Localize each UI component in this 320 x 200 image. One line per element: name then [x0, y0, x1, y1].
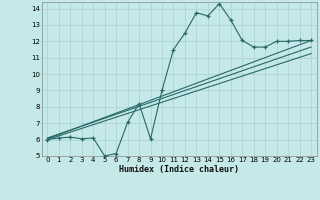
- X-axis label: Humidex (Indice chaleur): Humidex (Indice chaleur): [119, 165, 239, 174]
